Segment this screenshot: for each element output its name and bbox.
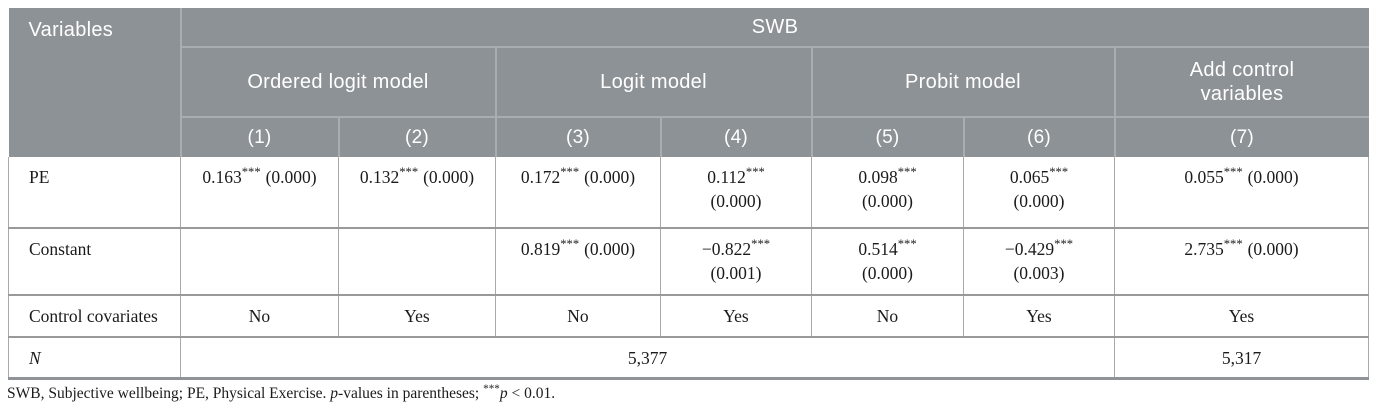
significance-stars: ***	[897, 165, 917, 180]
header-swb: SWB	[179, 8, 1369, 48]
coef-value: 0.065	[1009, 167, 1050, 187]
footnote-p-italic: p	[499, 385, 508, 402]
coef-value: 0.098	[858, 167, 898, 187]
row-label-constant: Constant	[8, 227, 181, 296]
coef-value: 0.514	[858, 239, 898, 259]
significance-stars: ***	[560, 165, 580, 180]
header-col-1: (1)	[179, 117, 339, 157]
coef-value: 0.132	[359, 167, 400, 187]
cell-constant-5: 0.514*** (0.000)	[811, 227, 964, 296]
header-row-models: Ordered logit model Logit model Probit m…	[9, 47, 1369, 118]
header-ordered-logit-model: Ordered logit model	[179, 47, 496, 118]
cell-n-7: 5,317	[1114, 336, 1369, 380]
footnote-text: < 0.01.	[507, 385, 556, 402]
cell-constant-6: −0.429*** (0.003)	[963, 227, 1115, 296]
header-col-3: (3)	[494, 117, 661, 157]
coef-value: 0.172	[520, 167, 561, 187]
header-variables: Variables	[8, 8, 181, 157]
p-value: (0.000)	[265, 167, 317, 187]
cell-cc-3: No	[495, 294, 661, 338]
coef-value: −0.822	[701, 239, 752, 259]
cell-cc-2: Yes	[338, 294, 496, 338]
coef-value: 0.055	[1184, 167, 1224, 187]
significance-stars: ***	[1049, 165, 1069, 180]
table-container: Variables SWB Ordered logit model Logit …	[8, 8, 1369, 380]
header-row-swb: Variables SWB	[8, 8, 1369, 157]
coef-value: 2.735	[1184, 239, 1224, 259]
coef-value: 0.163	[202, 167, 242, 187]
p-value: (0.000)	[1013, 190, 1065, 211]
coef-value: −0.429	[1004, 239, 1055, 259]
significance-stars: ***	[1223, 237, 1243, 252]
footnote-text: SWB, Subjective wellbeing; PE, Physical …	[7, 385, 331, 402]
cell-pe-5: 0.098*** (0.000)	[811, 157, 964, 229]
table-body: PE 0.163*** (0.000) 0.132*** (0.000) 0.172…	[8, 157, 1369, 380]
cell-cc-6: Yes	[963, 294, 1115, 338]
footnote-text: -values in parentheses;	[338, 385, 484, 402]
cell-pe-7: 0.055*** (0.000)	[1114, 157, 1369, 229]
p-value: (0.000)	[1247, 167, 1299, 187]
p-value: (0.000)	[861, 262, 914, 283]
p-value: (0.000)	[584, 239, 636, 259]
p-value: (0.000)	[710, 190, 762, 211]
significance-stars: ***	[751, 237, 771, 252]
significance-stars: ***	[399, 165, 419, 180]
cell-constant-4: −0.822*** (0.001)	[660, 227, 812, 296]
table-footnote: SWB, Subjective wellbeing; PE, Physical …	[7, 382, 556, 403]
row-label-n: N	[8, 336, 181, 380]
footnote-stars: ***	[483, 382, 500, 395]
significance-stars: ***	[1223, 165, 1243, 180]
header-logit-model: Logit model	[494, 47, 812, 118]
header-col-7: (7)	[1113, 117, 1369, 157]
cell-cc-5: No	[811, 294, 964, 338]
coef-value: 0.819	[520, 239, 561, 259]
coef-value: 0.112	[707, 167, 746, 187]
cell-pe-4: 0.112*** (0.000)	[660, 157, 812, 229]
regression-results-table: Variables SWB Ordered logit model Logit …	[8, 8, 1369, 380]
significance-stars: ***	[897, 237, 917, 252]
p-value: (0.003)	[1013, 262, 1065, 283]
table-row-constant: Constant 0.819*** (0.000) −0.822*** (0.001…	[8, 227, 1369, 296]
header-add-control-variables: Add control variables	[1113, 47, 1369, 118]
cell-n-merged: 5,377	[180, 336, 1115, 380]
footnote-p-italic: p	[330, 385, 339, 402]
cell-constant-1	[180, 227, 339, 296]
cell-pe-1: 0.163*** (0.000)	[180, 157, 339, 229]
p-value: (0.000)	[423, 167, 475, 187]
table-row-control-covariates: Control covariates No Yes No Yes No Yes …	[8, 294, 1369, 338]
header-col-4: (4)	[659, 117, 812, 157]
cell-constant-2	[338, 227, 496, 296]
cell-cc-4: Yes	[660, 294, 812, 338]
p-value: (0.000)	[861, 190, 914, 211]
significance-stars: ***	[241, 165, 261, 180]
p-value: (0.000)	[584, 167, 636, 187]
header-col-2: (2)	[337, 117, 496, 157]
p-value: (0.000)	[1247, 239, 1299, 259]
table-header: Variables SWB Ordered logit model Logit …	[8, 8, 1369, 157]
row-label-pe: PE	[8, 157, 181, 229]
cell-pe-3: 0.172*** (0.000)	[495, 157, 661, 229]
cell-cc-1: No	[180, 294, 339, 338]
header-col-5: (5)	[810, 117, 964, 157]
cell-pe-2: 0.132*** (0.000)	[338, 157, 496, 229]
table-row-n: N 5,377 5,317	[8, 336, 1369, 380]
significance-stars: ***	[1054, 237, 1074, 252]
header-row-numbers: (1) (2) (3) (4) (5) (6) (7)	[9, 117, 1369, 157]
cell-constant-7: 2.735*** (0.000)	[1114, 227, 1369, 296]
p-value: (0.001)	[710, 262, 762, 283]
header-add-control-variables-label: Add control variables	[1189, 59, 1295, 105]
row-label-control-covariates: Control covariates	[8, 294, 181, 338]
table-row-pe: PE 0.163*** (0.000) 0.132*** (0.000) 0.172…	[8, 157, 1369, 229]
cell-cc-7: Yes	[1114, 294, 1369, 338]
significance-stars: ***	[745, 165, 765, 180]
header-col-6: (6)	[962, 117, 1115, 157]
cell-constant-3: 0.819*** (0.000)	[495, 227, 661, 296]
significance-stars: ***	[560, 237, 580, 252]
cell-pe-6: 0.065*** (0.000)	[963, 157, 1115, 229]
header-probit-model: Probit model	[810, 47, 1115, 118]
